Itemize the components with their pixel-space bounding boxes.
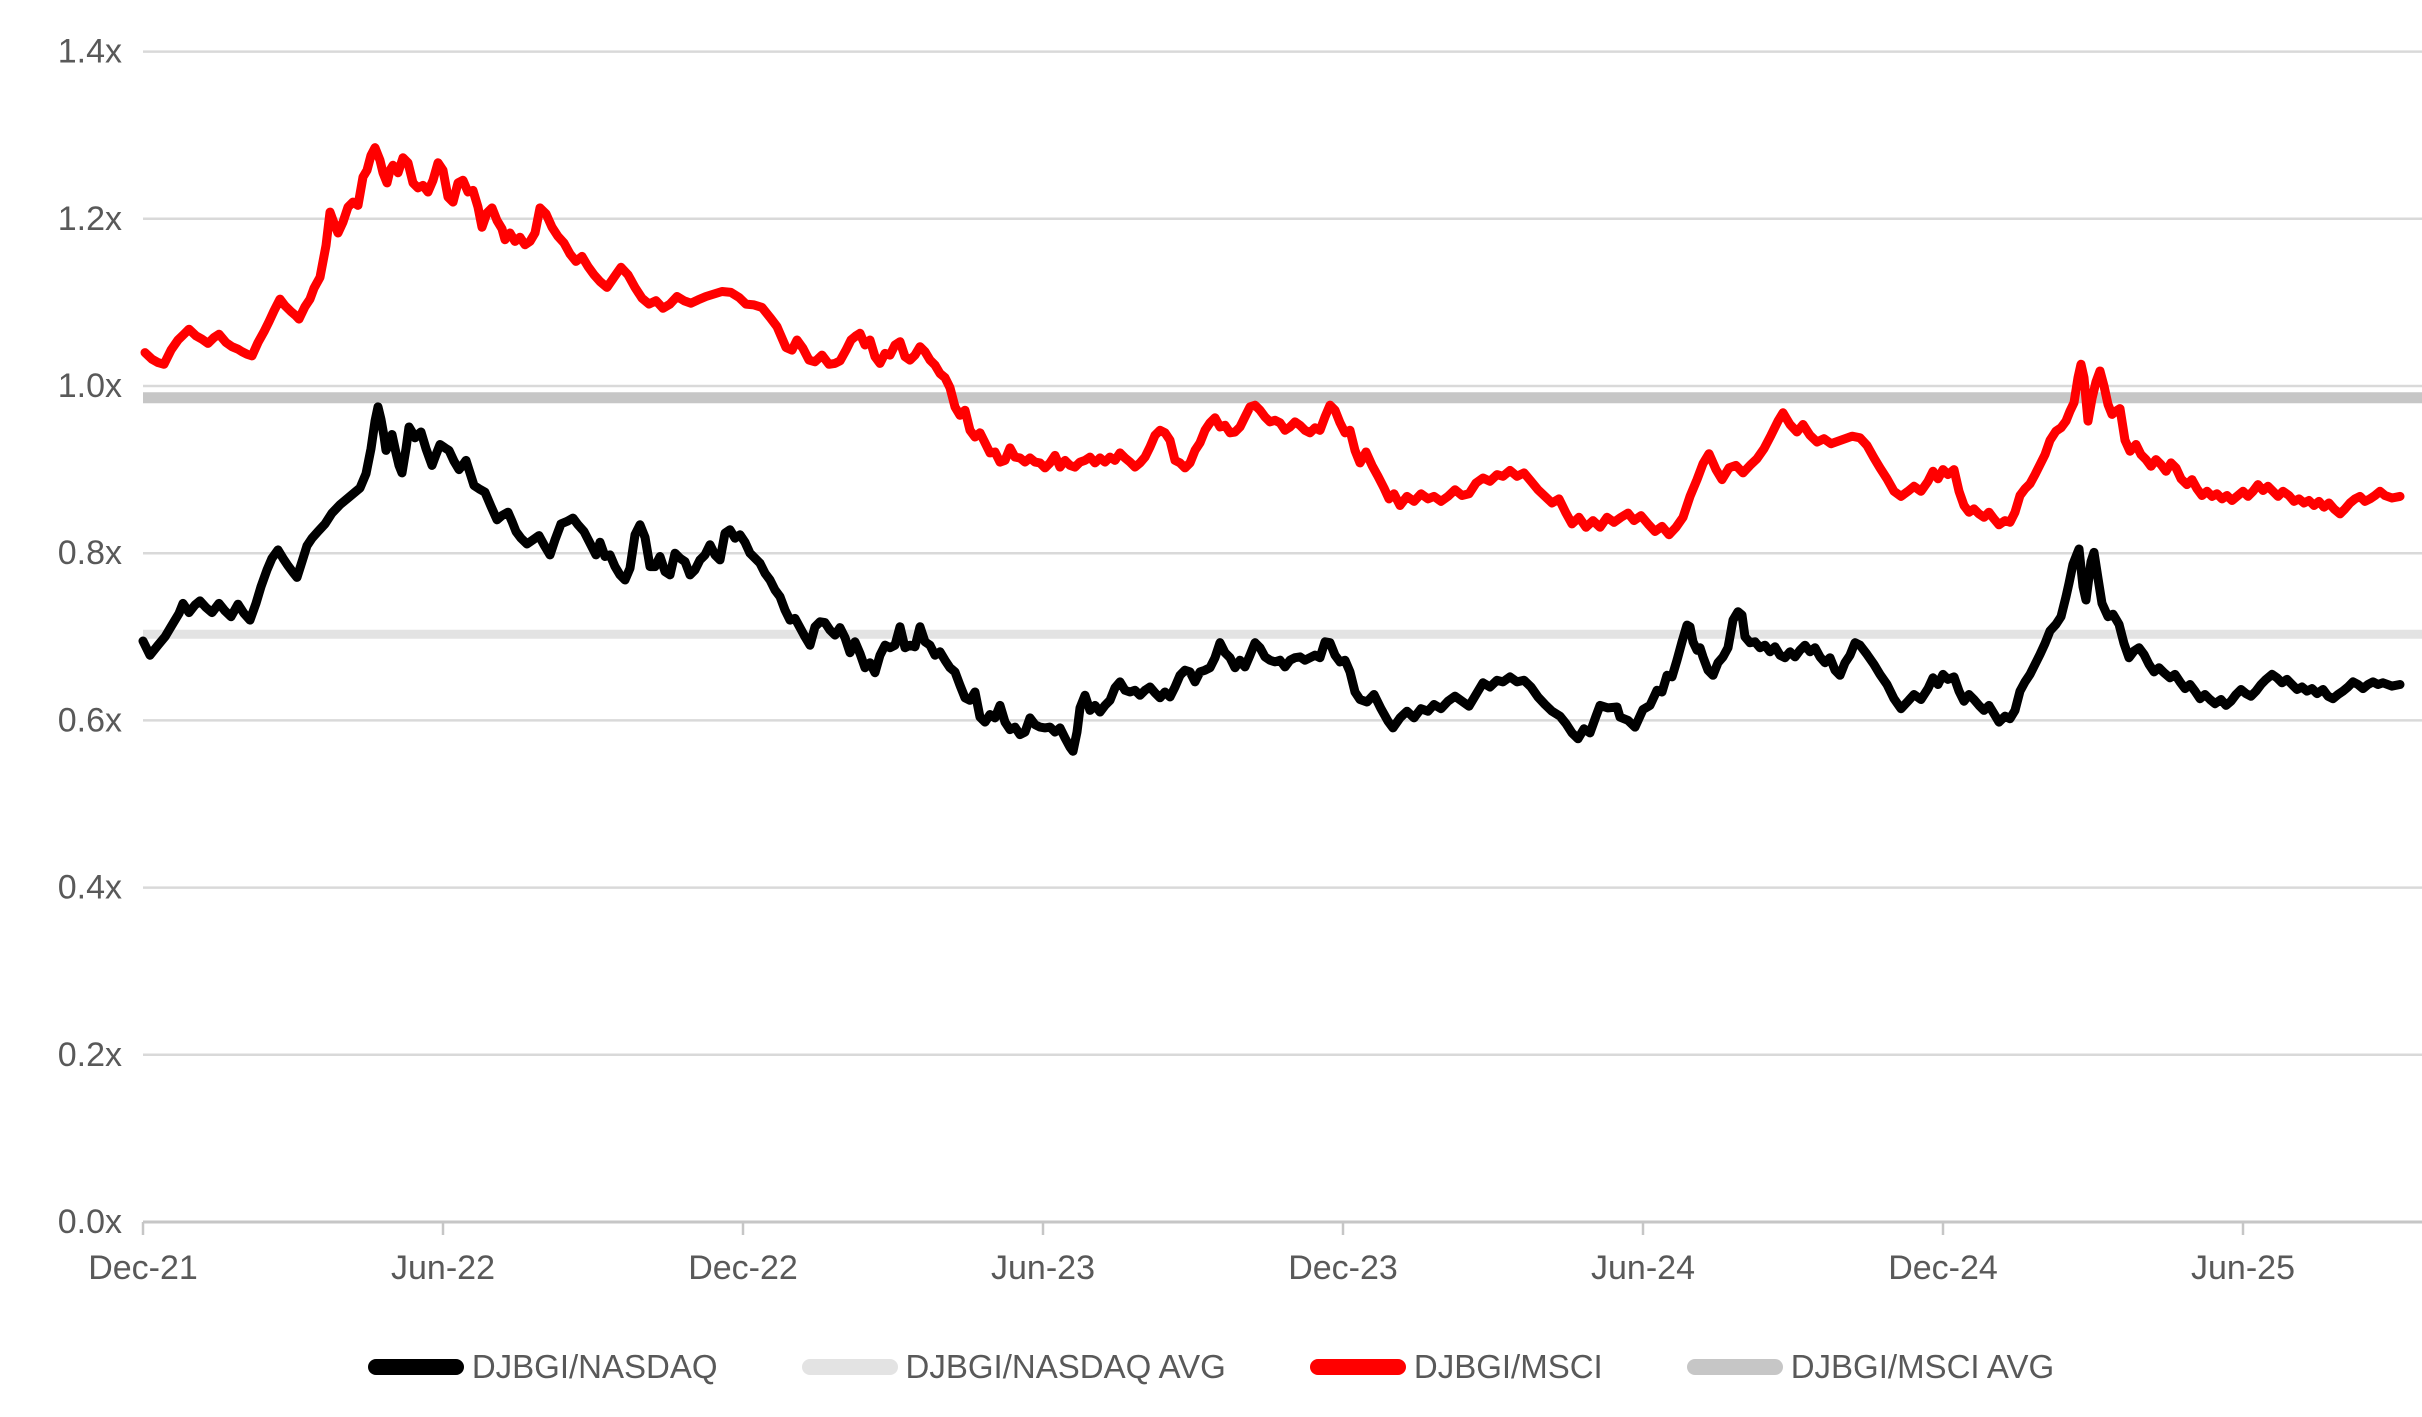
series-djbgi-msci <box>140 143 2405 540</box>
x-tick-label: Dec-23 <box>1288 1249 1398 1287</box>
x-tick-label: Dec-24 <box>1888 1249 1998 1287</box>
y-tick-label: 0.8x <box>58 534 122 572</box>
legend-item-djbgi-nasdaq: DJBGI/NASDAQ <box>367 1348 718 1386</box>
chart-legend: DJBGI/NASDAQ DJBGI/NASDAQ AVG DJBGI/MSCI DJ… <box>0 1348 2422 1386</box>
y-tick-label: 0.6x <box>58 701 122 739</box>
legend-label: DJBGI/NASDAQ AVG <box>905 1348 1226 1385</box>
y-tick-label: 0.4x <box>58 869 122 907</box>
x-tick-label: Jun-25 <box>2191 1249 2295 1287</box>
y-tick-label: 1.4x <box>58 33 122 71</box>
legend-swatch <box>367 1359 464 1375</box>
x-tick-label: Jun-24 <box>1591 1249 1695 1287</box>
y-tick-label: 0.2x <box>58 1036 122 1074</box>
legend-label: DJBGI/NASDAQ <box>471 1348 718 1385</box>
legend-swatch <box>801 1359 898 1375</box>
x-tick-label: Dec-21 <box>88 1249 198 1287</box>
x-tick-label: Jun-22 <box>391 1249 495 1287</box>
legend-swatch <box>1686 1359 1783 1375</box>
y-tick-label: 1.2x <box>58 200 122 238</box>
legend-label: DJBGI/MSCI AVG <box>1790 1348 2055 1385</box>
x-tick-label: Jun-23 <box>991 1249 1095 1287</box>
y-tick-label: 0.0x <box>58 1203 122 1241</box>
legend-label: DJBGI/MSCI <box>1413 1348 1603 1385</box>
x-tick-label: Dec-22 <box>688 1249 798 1287</box>
legend-swatch <box>1309 1359 1406 1375</box>
series-djbgi-nasdaq <box>138 402 2405 756</box>
legend-item-djbgi-msci: DJBGI/MSCI <box>1309 1348 1603 1386</box>
y-tick-label: 1.0x <box>58 367 122 405</box>
legend-item-djbgi-nasdaq-avg: DJBGI/NASDAQ AVG <box>801 1348 1226 1386</box>
legend-item-djbgi-msci-avg: DJBGI/MSCI AVG <box>1686 1348 2055 1386</box>
